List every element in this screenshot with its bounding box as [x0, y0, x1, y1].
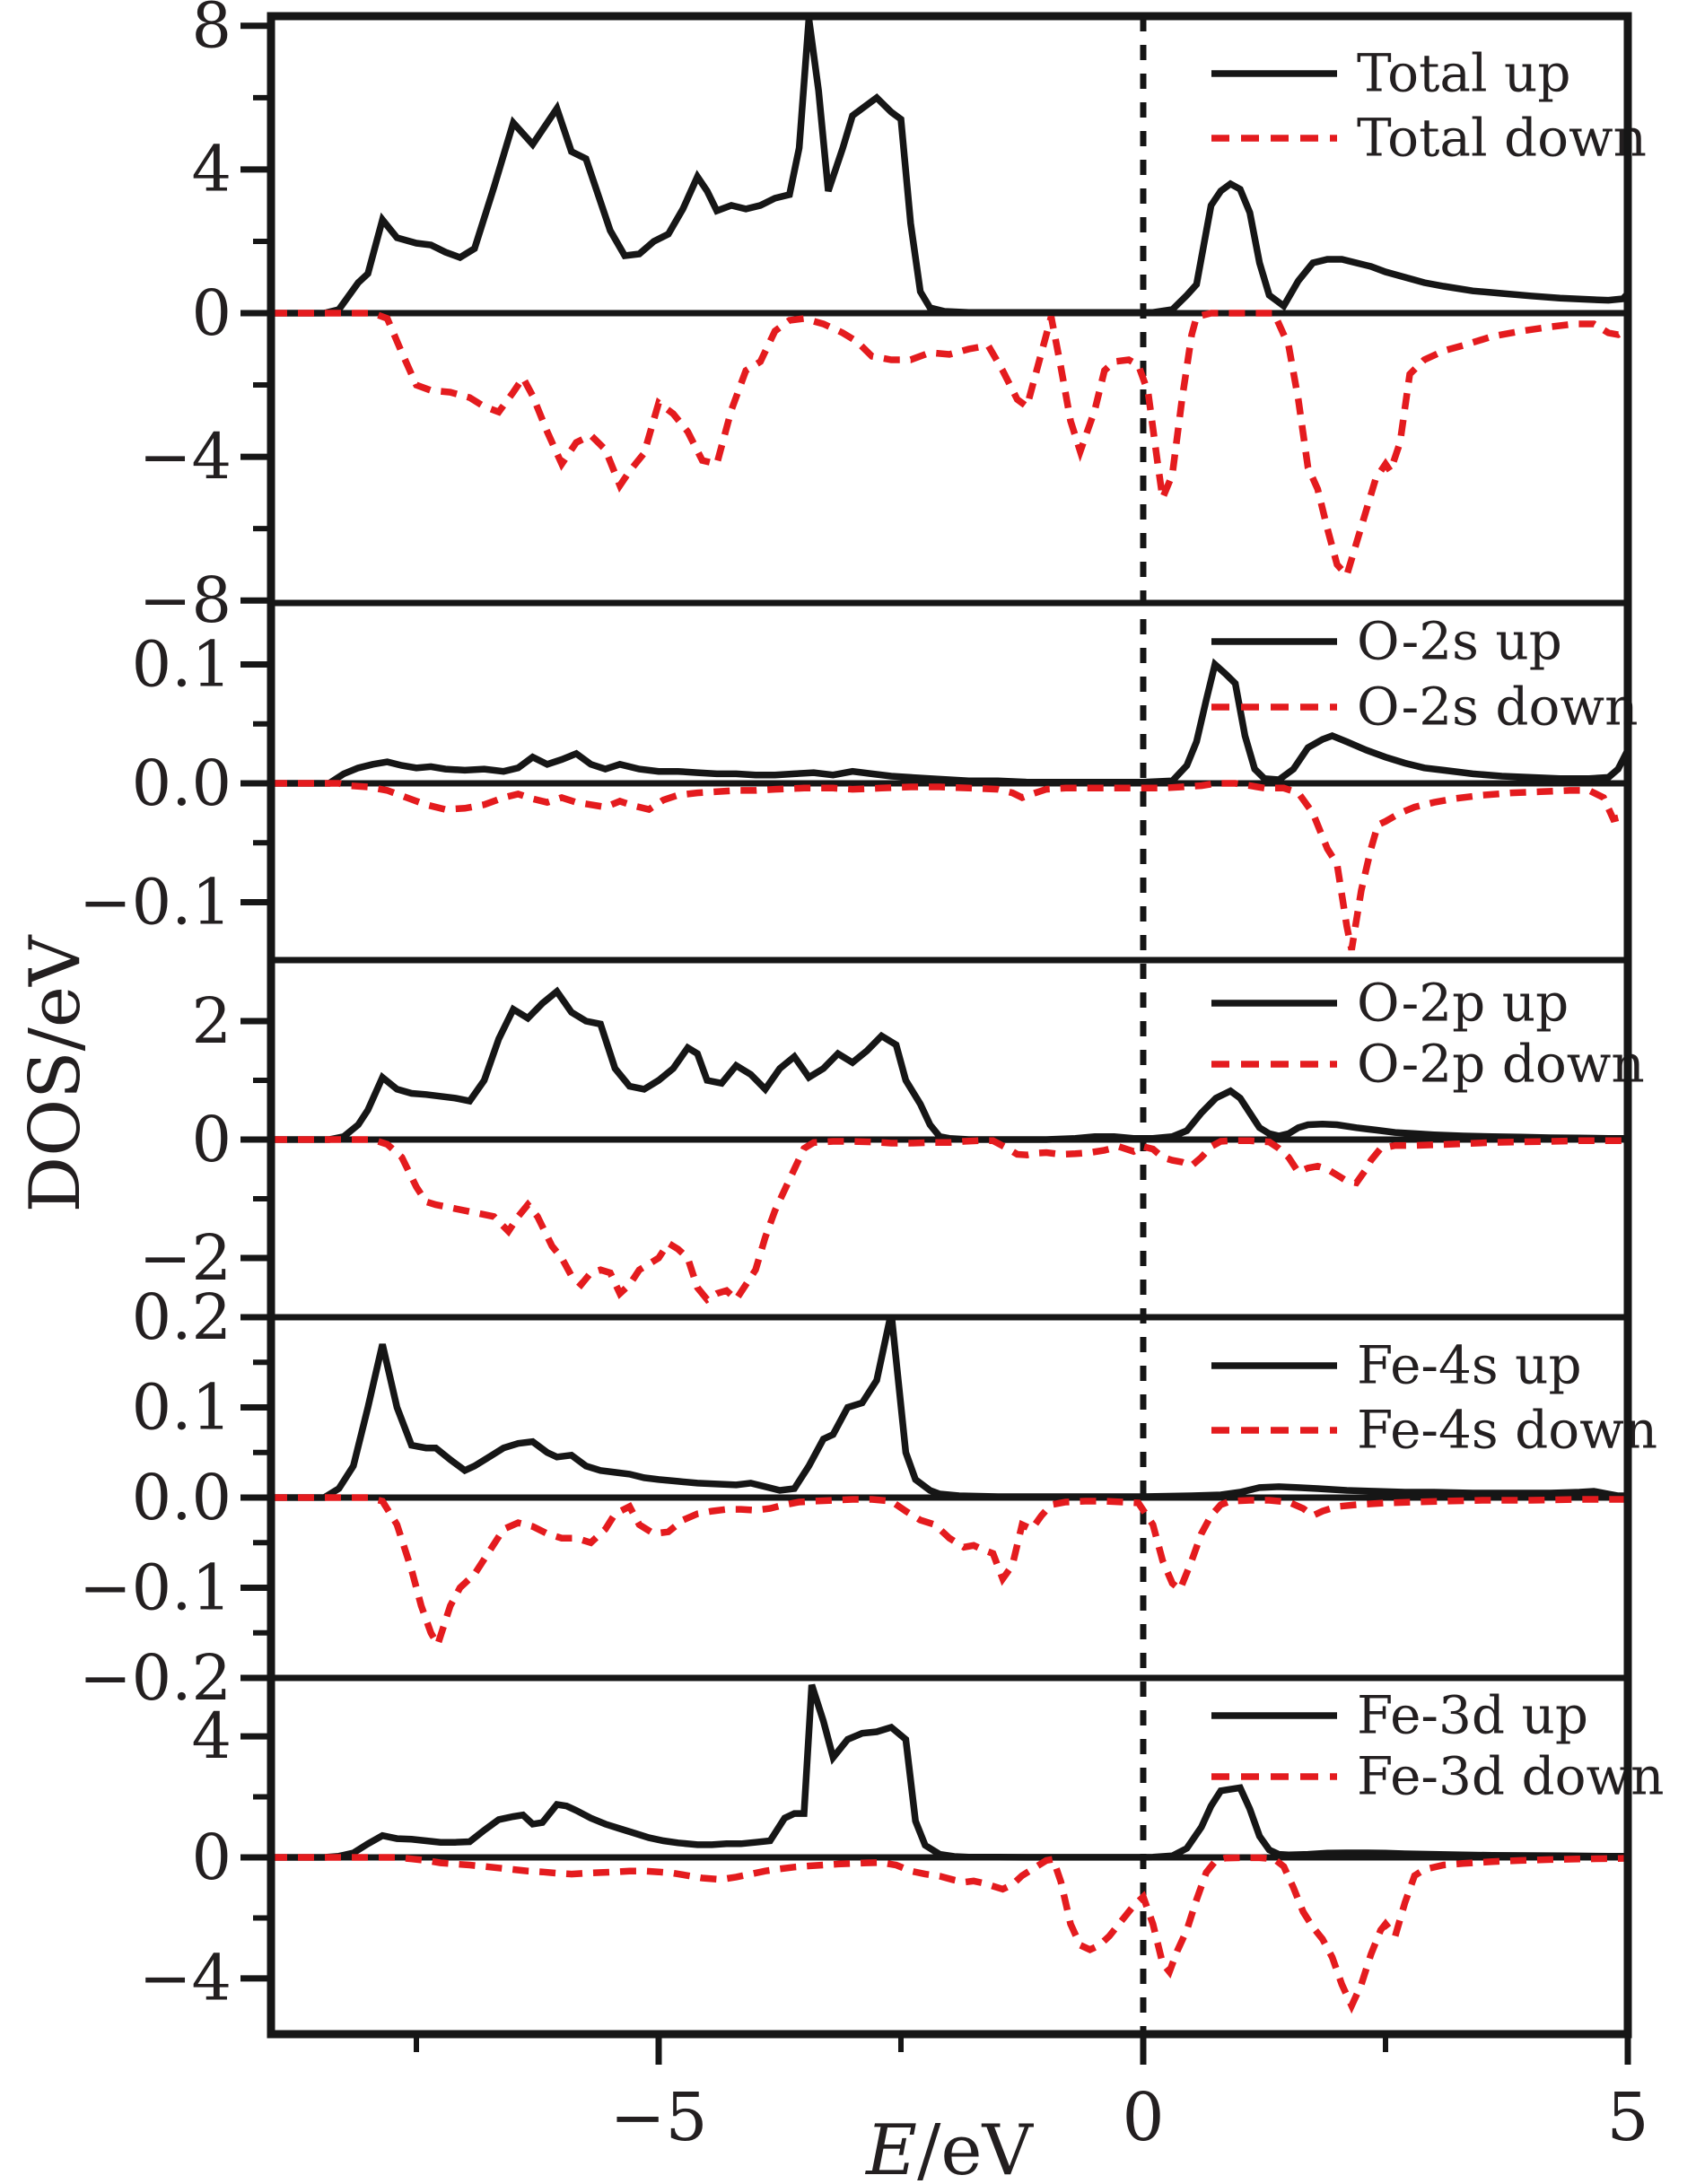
o-2s-curves [271, 658, 1628, 951]
fe-4s-curves [271, 1317, 1628, 1653]
y-tick-label: 0.0 [132, 747, 232, 820]
panel-o-2p: 2 0 −2 O-2p upO-2p down [139, 973, 1645, 1305]
y-tick-label: 0 [191, 276, 232, 350]
y-tick-label: 8 [191, 0, 232, 63]
fe-4s-up-curve [271, 1317, 1628, 1501]
y-tick-label: −4 [139, 1942, 232, 2015]
x-axis-label: E/eV [770, 2110, 1129, 2184]
x-axis-label-E: E [866, 2110, 918, 2184]
y-tick-label: −0.1 [79, 1551, 232, 1624]
o-2s-down-curve [271, 780, 1628, 951]
y-ticks: 4 0 −4 [139, 1699, 271, 2015]
y-tick-label: 0 [191, 1821, 232, 1894]
y-tick-label: 4 [191, 133, 232, 206]
o-2p-legend: O-2p upO-2p down [1211, 973, 1645, 1095]
y-tick-label: 0.0 [132, 1461, 232, 1534]
x-tick-label: 5 [1606, 2079, 1648, 2156]
y-axis-label: DOS/eV [15, 935, 96, 1213]
y-ticks: 2 0 −2 [139, 984, 271, 1295]
panel-o-2s: 0.1 0.0 −0.1 O-2s upO-2s down [79, 611, 1638, 951]
y-tick-label: −0.1 [79, 865, 232, 939]
o-2p-down-curve [271, 1136, 1628, 1305]
y-tick-label: 0.2 [132, 1280, 232, 1354]
o-2s-legend: O-2s upO-2s down [1211, 611, 1638, 738]
legend-label: Fe-4s down [1357, 1400, 1657, 1461]
fe-4s-down-curve [271, 1494, 1628, 1653]
y-tick-label: 0.1 [132, 627, 232, 701]
legend-label: O-2p down [1357, 1034, 1645, 1095]
total-up-curve [271, 18, 1628, 317]
x-axis-label-unit: /eV [917, 2110, 1033, 2184]
plot-frame [267, 12, 1632, 2039]
legend-label: Fe-3d up [1357, 1685, 1588, 1746]
o-2s-up-curve [271, 658, 1628, 787]
y-tick-label: 2 [191, 984, 232, 1058]
y-tick-label: −0.2 [79, 1641, 232, 1715]
legend-label: O-2p up [1357, 973, 1569, 1034]
legend-label: Total down [1357, 108, 1647, 169]
legend-label: O-2s up [1357, 611, 1562, 672]
y-tick-label: 0 [191, 1103, 232, 1176]
y-tick-label: 0.1 [132, 1370, 232, 1444]
legend-label: Fe-3d down [1357, 1746, 1665, 1807]
y-tick-label: −8 [139, 563, 232, 637]
o-2p-curves [271, 986, 1628, 1305]
fe-3d-up-curve [271, 1683, 1628, 1861]
y-tick-label: −2 [139, 1221, 232, 1295]
x-tick-label: −5 [609, 2079, 707, 2156]
total-down-curve [271, 310, 1628, 582]
x-tick-label: 0 [1122, 2079, 1164, 2156]
legend-label: O-2s down [1357, 677, 1638, 738]
y-ticks: 0.2 0.1 0.0 −0.1 −0.2 [79, 1280, 271, 1715]
y-tick-label: 4 [191, 1699, 232, 1773]
legend-label: Total up [1357, 43, 1570, 104]
fe-3d-down-curve [271, 1854, 1628, 2014]
o-2p-up-curve [271, 986, 1628, 1143]
fe-3d-curves [271, 1683, 1628, 2014]
total-curves [271, 18, 1628, 582]
y-tick-label: −4 [139, 420, 232, 494]
y-ticks: 0.1 0.0 −0.1 [79, 627, 271, 939]
y-ticks: 8 4 0 −4 −8 [139, 0, 271, 637]
x-ticks: −5 0 5 [414, 2034, 1649, 2156]
legend-label: Fe-4s up [1357, 1335, 1582, 1396]
